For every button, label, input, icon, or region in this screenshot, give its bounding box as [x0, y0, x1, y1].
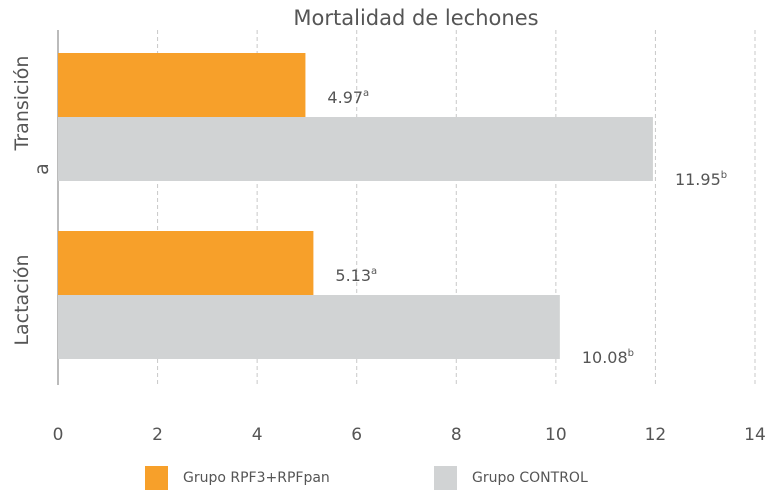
data-label: 11.95b	[675, 170, 727, 189]
x-tick-label: 0	[53, 425, 64, 445]
legend-swatch	[434, 466, 457, 490]
data-label: 5.13a	[335, 266, 377, 285]
x-tick-label: 2	[152, 425, 163, 445]
bar	[58, 117, 653, 181]
legend-label: Grupo CONTROL	[472, 470, 588, 486]
chart-title: Mortalidad de lechones	[293, 6, 538, 30]
plot-area: Mortalidad de lechones 0 2 4 6 8 10 12 14 4.97a 1…	[11, 6, 766, 445]
y-category-label: Transición	[11, 56, 33, 152]
bar	[58, 53, 306, 117]
legend-item-control: Grupo CONTROL	[434, 466, 588, 490]
x-tick-label: 4	[252, 425, 263, 445]
x-tick-label: 6	[351, 425, 362, 445]
x-tick-label: 10	[545, 425, 567, 445]
bar	[58, 231, 314, 295]
x-tick-label: 12	[645, 425, 667, 445]
legend-label: Grupo RPF3+RPFpan	[183, 470, 330, 486]
data-label: 10.08b	[582, 348, 634, 367]
x-tick-label: 8	[451, 425, 462, 445]
y-category-label: a	[31, 163, 53, 175]
legend-item-rpf: Grupo RPF3+RPFpan	[145, 466, 330, 490]
legend-swatch	[145, 466, 168, 490]
y-category-label: Lactación	[11, 254, 33, 345]
x-tick-label: 14	[744, 425, 766, 445]
bar	[58, 295, 560, 359]
data-label: 4.97a	[327, 88, 369, 107]
